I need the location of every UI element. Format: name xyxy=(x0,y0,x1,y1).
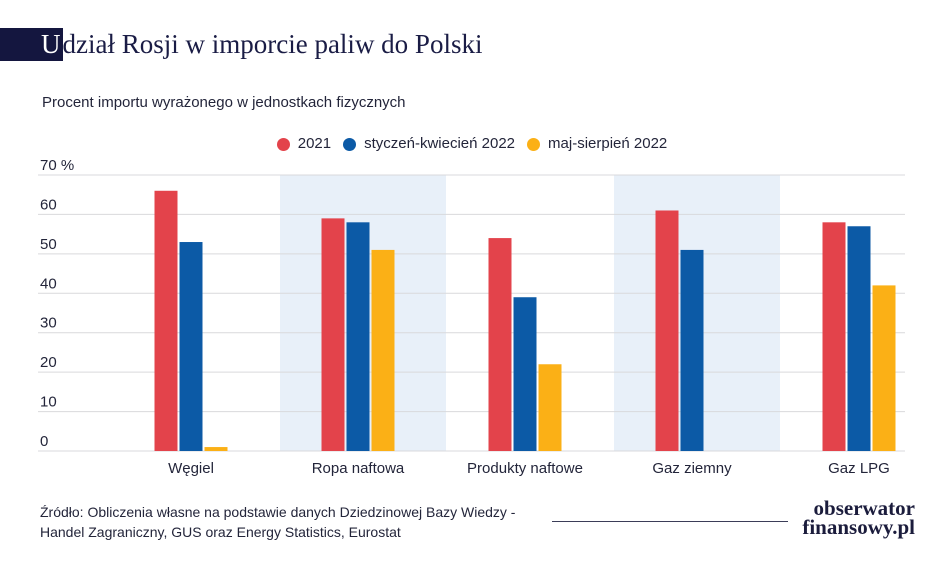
y-tick-label: 70 % xyxy=(40,157,74,174)
y-tick-label: 40 xyxy=(40,275,57,292)
source-line-1: Źródło: Obliczenia własne na podstawie d… xyxy=(40,504,516,520)
bar xyxy=(822,222,846,451)
bar xyxy=(179,242,203,451)
x-category-label: Węgiel xyxy=(168,460,214,477)
x-category-label: Ropa naftowa xyxy=(312,460,405,477)
legend-label: 2021 xyxy=(297,135,332,152)
source-line-2: Handel Zagraniczny, GUS oraz Energy Stat… xyxy=(40,524,401,540)
bar xyxy=(680,249,704,451)
legend-item-series-1: 2021 xyxy=(276,135,332,153)
publisher-logo: obserwator finansowy.pl xyxy=(802,496,915,539)
bar xyxy=(655,210,679,451)
y-tick-label: 10 xyxy=(40,394,57,411)
logo-line-2: finansowy.pl xyxy=(802,515,915,539)
legend-item-series-3: maj-sierpień 2022 xyxy=(527,135,667,153)
source-note: Źródło: Obliczenia własne na podstawie d… xyxy=(40,502,515,542)
y-tick-label: 0 xyxy=(40,433,48,450)
chart-title: Udział Rosji w imporcie paliw do Polski xyxy=(0,28,482,61)
bar xyxy=(321,218,345,451)
x-category-label: Gaz ziemny xyxy=(652,460,732,477)
y-tick-label: 20 xyxy=(40,354,57,371)
legend-label: maj-sierpień 2022 xyxy=(548,135,668,152)
y-tick-label: 50 xyxy=(40,236,57,253)
footer-rule xyxy=(552,521,788,522)
bar xyxy=(204,447,228,451)
chart-subtitle: Procent importu wyrażonego w jednostkach… xyxy=(42,94,406,111)
bar xyxy=(538,364,562,451)
legend-item-series-2: styczeń-kwiecień 2022 xyxy=(343,135,515,153)
title-initial: U xyxy=(0,28,63,61)
legend-dot-icon xyxy=(276,137,290,151)
title-rest: dział Rosji w imporcie paliw do Polski xyxy=(62,29,483,59)
bar xyxy=(847,226,871,451)
legend-dot-icon xyxy=(343,137,357,151)
legend-dot-icon xyxy=(527,137,541,151)
y-tick-label: 30 xyxy=(40,315,57,332)
x-category-label: Gaz LPG xyxy=(828,460,890,477)
y-tick-label: 60 xyxy=(40,196,57,213)
legend: 2021 styczeń-kwiecień 2022 maj-sierpień … xyxy=(0,135,944,153)
legend-label: styczeń-kwiecień 2022 xyxy=(364,135,516,152)
bar xyxy=(154,190,178,451)
bar xyxy=(346,222,370,451)
bar xyxy=(488,238,512,451)
bar xyxy=(872,285,896,451)
x-category-label: Produkty naftowe xyxy=(467,460,583,477)
bar xyxy=(513,297,537,451)
logo-line-1: obserwator xyxy=(813,496,915,520)
bar xyxy=(371,249,395,451)
